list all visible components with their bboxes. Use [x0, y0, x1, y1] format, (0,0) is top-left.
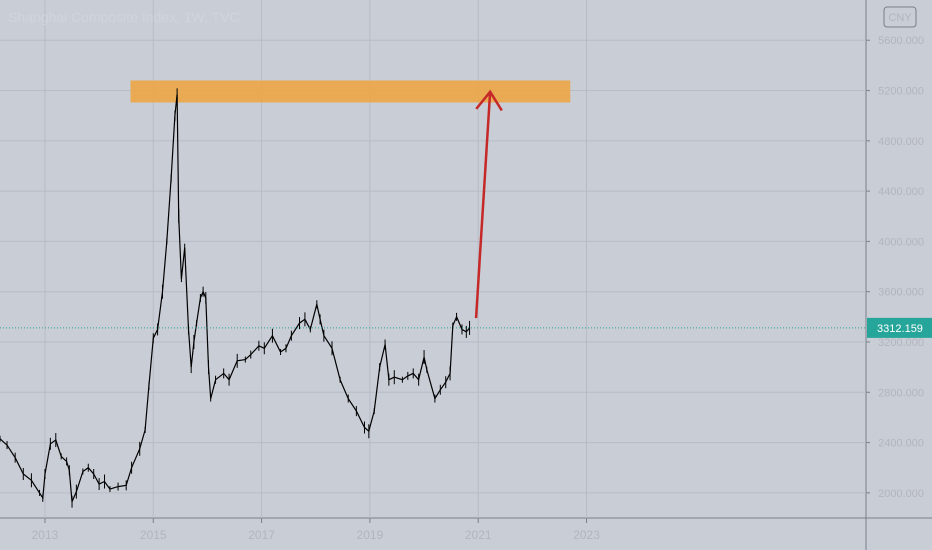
price-series-line[interactable]: [0, 94, 471, 502]
y-tick-label: 5200.000: [878, 86, 924, 98]
price-scale-area: [866, 0, 932, 518]
projection-arrow-shaft: [474, 91, 492, 319]
last-price-tag: 3312.159: [867, 317, 932, 338]
y-tick-label: 2400.000: [878, 438, 924, 450]
y-axis: 2000.000 2400.000 2800.000 3200.000 3600.000…: [866, 35, 924, 500]
y-tick-label: 3600.000: [878, 287, 924, 299]
currency-label: CNY: [888, 12, 912, 24]
plot-area: [0, 0, 866, 518]
y-tick-label: 4800.000: [878, 136, 924, 148]
x-tick-label: 2015: [140, 528, 167, 542]
y-tick-label: 2800.000: [878, 387, 924, 399]
last-price-label: 3312.159: [877, 323, 923, 335]
last-price-badge: [867, 317, 932, 338]
y-tick-label: 4000.000: [878, 236, 924, 248]
x-axis: 2013 2015 2017 2019 2021 2023: [32, 518, 600, 542]
annotation-layer: [0, 89, 866, 329]
x-tick-label: 2017: [248, 528, 275, 542]
y-tick-label: 3200.000: [878, 337, 924, 349]
x-tick-label: 2019: [357, 528, 384, 542]
y-tick-label: 2000.000: [878, 488, 924, 500]
x-tick-label: 2023: [573, 528, 600, 542]
y-tick-label: 5600.000: [878, 35, 924, 47]
y-tick-label: 4400.000: [878, 186, 924, 198]
resistance-zone-layer: [130, 80, 571, 103]
series-layer[interactable]: [0, 88, 471, 508]
x-tick-label: 2021: [465, 528, 492, 542]
currency-button[interactable]: CNY: [883, 6, 917, 28]
chart-title: Shanghai Composite Index, 1W, TVC: [8, 9, 240, 25]
resistance-zone: [130, 80, 571, 103]
x-tick-label: 2013: [32, 528, 59, 542]
time-scale-area: [0, 518, 932, 550]
projection-arrow-head: [475, 89, 503, 112]
grid-lines: [0, 0, 866, 518]
